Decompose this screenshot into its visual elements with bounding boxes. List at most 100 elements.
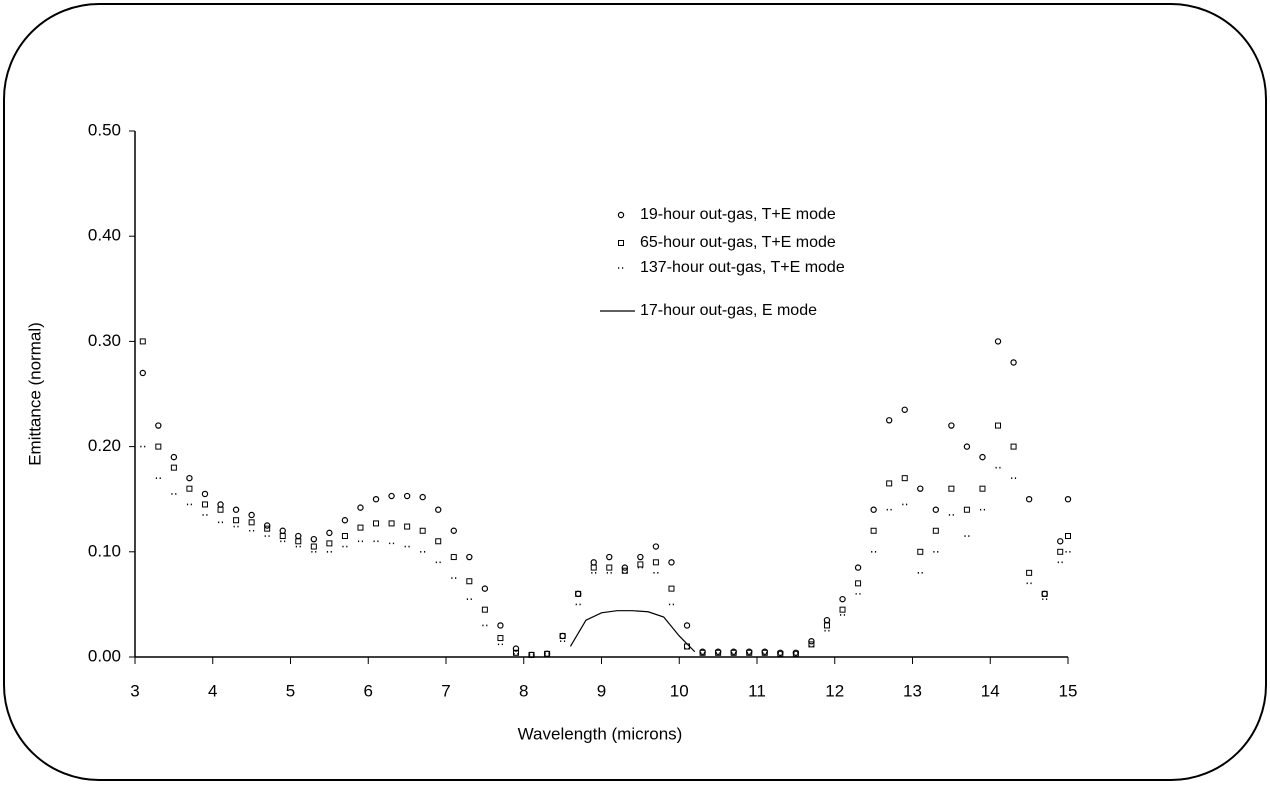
point xyxy=(388,492,395,500)
x-tick-label: 5 xyxy=(286,681,295,700)
legend-label: 19-hour out-gas, T+E mode xyxy=(640,206,836,223)
point xyxy=(170,464,177,471)
x-tick-label: 11 xyxy=(748,681,766,700)
point xyxy=(512,645,520,652)
point xyxy=(963,506,970,513)
y-tick-label: 0.30 xyxy=(88,331,121,350)
point xyxy=(668,559,675,566)
point xyxy=(823,622,830,629)
y-tick-label: 0.20 xyxy=(88,436,121,455)
point xyxy=(590,559,597,566)
point xyxy=(839,595,846,603)
y-tick-label: 0.40 xyxy=(88,226,121,245)
point xyxy=(450,554,457,561)
point xyxy=(917,485,924,492)
point xyxy=(932,527,939,534)
point xyxy=(590,564,597,571)
point xyxy=(497,635,504,642)
x-tick-label: 4 xyxy=(208,681,217,700)
x-tick-label: 14 xyxy=(981,681,1000,700)
point xyxy=(233,517,240,524)
legend-marker xyxy=(617,211,625,219)
point xyxy=(201,490,209,498)
point xyxy=(1041,590,1048,597)
point xyxy=(279,527,286,534)
point xyxy=(217,506,224,513)
point xyxy=(419,493,426,501)
point xyxy=(155,422,162,429)
point xyxy=(295,538,302,545)
point xyxy=(979,453,986,461)
point xyxy=(1041,590,1048,598)
point xyxy=(357,504,364,511)
point xyxy=(808,638,815,645)
point xyxy=(481,606,488,613)
x-tick-label: 9 xyxy=(597,681,606,700)
point xyxy=(264,525,271,532)
point xyxy=(512,649,519,656)
point xyxy=(139,369,146,377)
x-tick-label: 7 xyxy=(441,681,450,700)
x-tick-label: 13 xyxy=(903,681,922,700)
point xyxy=(170,453,178,461)
point xyxy=(948,485,955,492)
point xyxy=(1064,496,1072,503)
point xyxy=(186,485,193,492)
point xyxy=(466,578,473,585)
x-tick-label: 15 xyxy=(1059,681,1078,700)
point xyxy=(139,338,146,345)
point xyxy=(792,650,799,657)
point xyxy=(217,501,224,508)
point xyxy=(885,417,893,424)
y-tick-label: 0.10 xyxy=(88,541,121,560)
point xyxy=(854,564,862,571)
point xyxy=(310,535,318,543)
point xyxy=(497,622,504,629)
point xyxy=(995,422,1002,429)
point xyxy=(1057,538,1064,545)
point xyxy=(295,532,302,540)
point xyxy=(1010,443,1017,450)
point xyxy=(1025,496,1033,503)
point xyxy=(435,506,442,513)
point xyxy=(637,561,644,568)
point xyxy=(886,480,893,487)
frame xyxy=(3,3,1267,781)
series-line xyxy=(569,610,696,653)
x-axis-title: Wavelength (microns) xyxy=(518,724,683,743)
point xyxy=(310,543,317,550)
point xyxy=(823,616,831,624)
point xyxy=(419,527,426,534)
point xyxy=(186,474,193,482)
legend-label: 65-hour out-gas, T+E mode xyxy=(640,234,836,251)
legend-label: 17-hour out-gas, E mode xyxy=(640,302,817,319)
point xyxy=(777,650,784,657)
point xyxy=(232,506,240,513)
x-tick-label: 12 xyxy=(825,681,844,700)
point xyxy=(637,553,644,561)
point xyxy=(326,529,333,537)
point xyxy=(435,538,442,545)
point xyxy=(855,580,862,587)
point xyxy=(357,524,364,531)
point xyxy=(979,485,986,492)
point xyxy=(901,475,908,482)
point xyxy=(341,533,348,540)
point xyxy=(481,585,489,592)
x-tick-label: 8 xyxy=(519,681,528,700)
point xyxy=(1057,548,1064,555)
y-tick-label: 0.00 xyxy=(88,646,121,665)
point xyxy=(466,553,473,561)
point xyxy=(248,519,255,526)
x-tick-label: 6 xyxy=(364,681,373,700)
point xyxy=(606,564,613,571)
point xyxy=(808,641,815,648)
point xyxy=(1010,359,1017,366)
point xyxy=(606,553,613,561)
point xyxy=(575,590,582,597)
point xyxy=(652,559,659,566)
x-tick-label: 10 xyxy=(670,681,689,700)
point xyxy=(373,520,380,527)
point xyxy=(341,517,349,524)
point xyxy=(870,527,877,534)
